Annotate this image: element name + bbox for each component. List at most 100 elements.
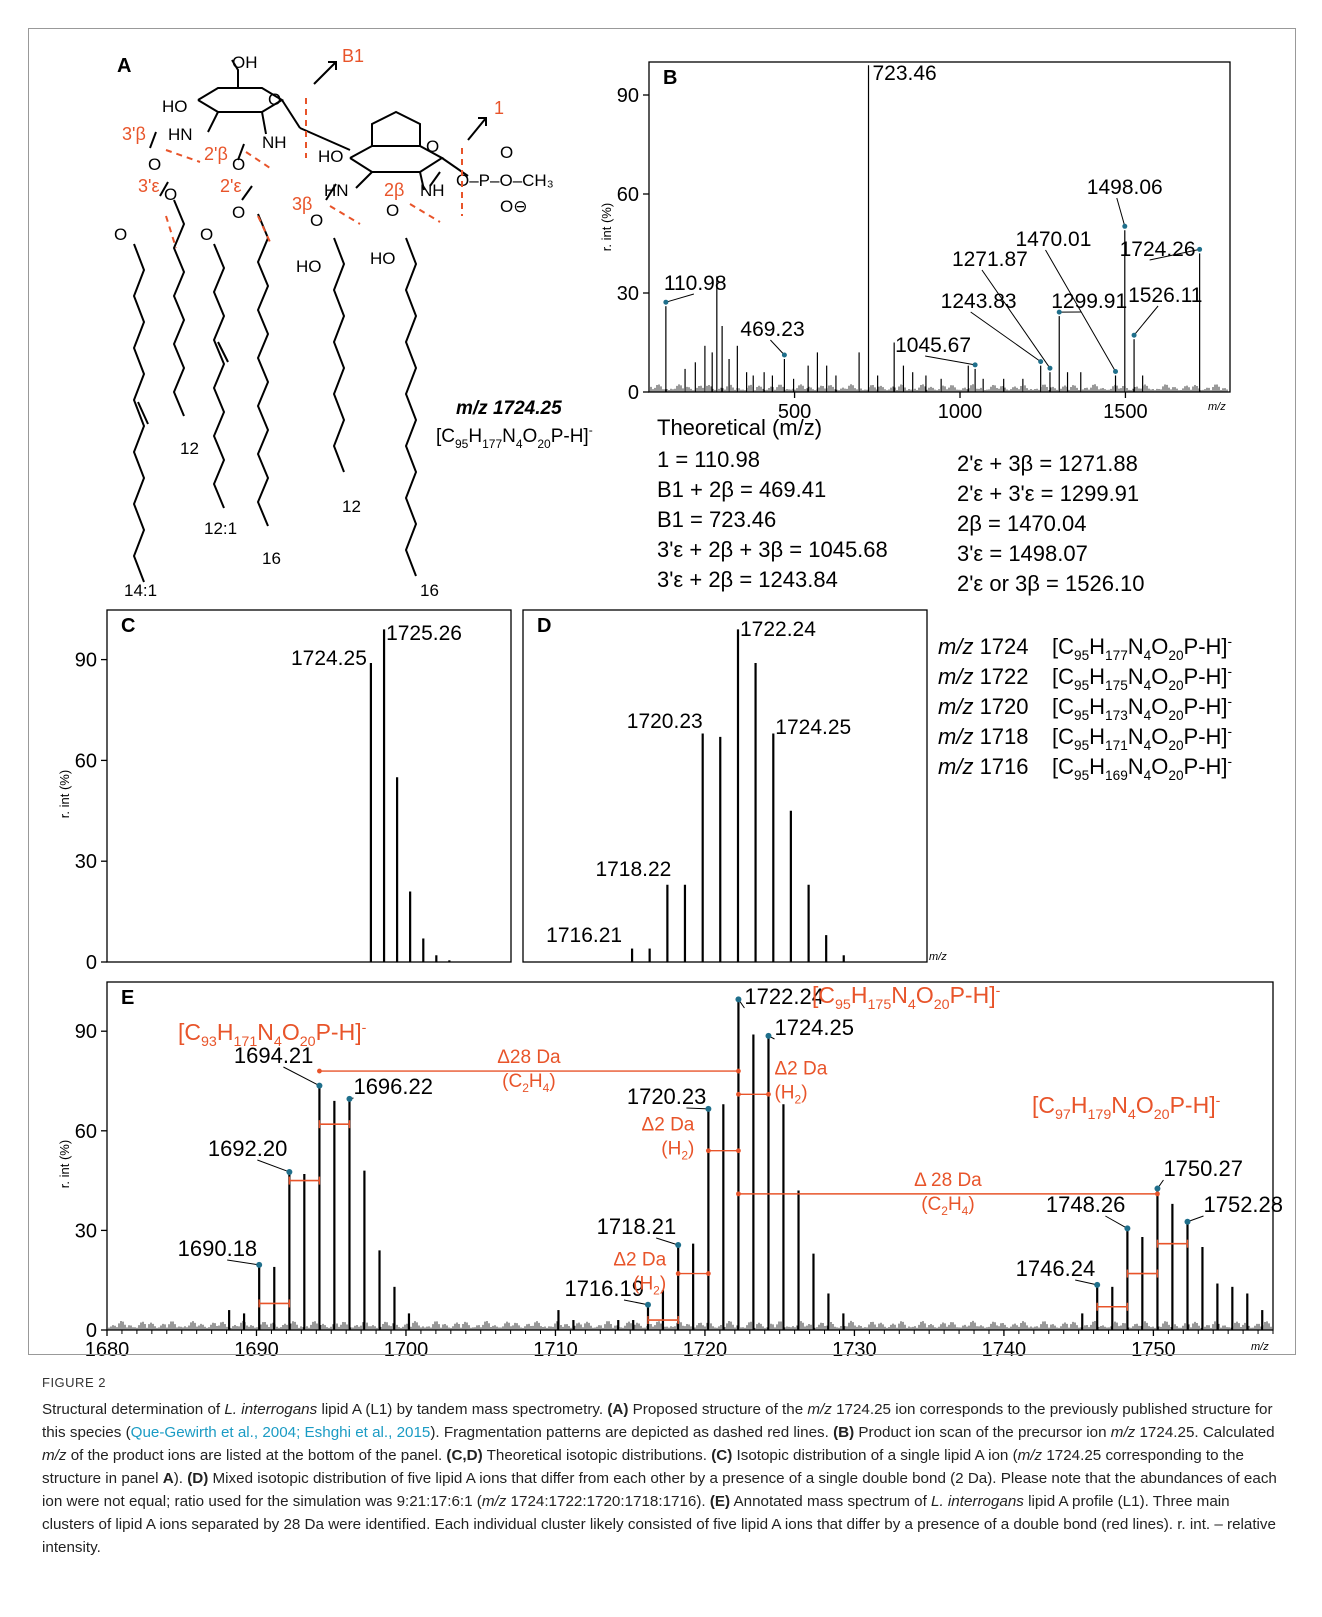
plot-frame-b bbox=[648, 61, 1231, 393]
panel-a-letter: A bbox=[117, 55, 131, 77]
delta-bracket-end bbox=[736, 1091, 741, 1097]
legend-formula: [C95H177N4O20P-H]- bbox=[1052, 634, 1232, 663]
x-axis-label: m/z bbox=[1251, 1341, 1269, 1353]
chain-16a bbox=[256, 213, 270, 527]
bond-nh-right bbox=[419, 171, 425, 191]
caption-c-mz: m/z bbox=[1017, 1447, 1043, 1464]
arrow-b1 bbox=[313, 61, 337, 85]
arrow-1 bbox=[467, 117, 487, 141]
peak-annotation-label: 1720.23 bbox=[627, 710, 703, 733]
caption-tag-cd: (C,D) bbox=[446, 1447, 483, 1464]
peak-annotation-leader bbox=[283, 1066, 320, 1087]
chain-14-1 bbox=[132, 243, 146, 583]
peak-annotation-leader bbox=[1149, 248, 1200, 261]
x-axis-label: m/z bbox=[1208, 401, 1226, 413]
peak-annotation-leader bbox=[1133, 305, 1159, 336]
chain-label-16a: 16 bbox=[262, 549, 281, 568]
caption-c3: ). bbox=[173, 1470, 188, 1487]
caption-b-mz: m/z bbox=[1110, 1424, 1136, 1441]
carbonyl-o-4: O bbox=[200, 225, 213, 244]
panel-e-annotated-spectrum: 0 30 60 90 r. int (%) 1680 1690 1700 1710 1720 173… bbox=[57, 981, 1283, 1361]
theoretical-right-item: 2'ε + 3β = 1271.88 bbox=[957, 451, 1138, 476]
delta-bracket-sublabel: (H2) bbox=[661, 1139, 694, 1163]
caption-species-2: L. interrogans bbox=[931, 1493, 1024, 1510]
peak-annotation-dot bbox=[256, 1261, 263, 1268]
peak-annotation-dot bbox=[781, 352, 787, 358]
y-tick-label: 30 bbox=[75, 1220, 97, 1242]
sugar-ring-right bbox=[349, 110, 469, 191]
y-tick-label: 30 bbox=[75, 851, 97, 873]
panel-d-isotope-mixed: m/z D 1716.21 1718.22 1720.23 1722.24 1724.25 m… bbox=[522, 609, 1232, 963]
peak-annotation-dot bbox=[1197, 246, 1203, 252]
legend-mz-prefix: m/z 1724 bbox=[938, 634, 1029, 659]
bond-glyco bbox=[281, 99, 301, 129]
phosphate-o-top: O bbox=[500, 143, 513, 162]
ho-label-2: HO bbox=[318, 147, 344, 166]
peak-annotation-leader bbox=[1116, 197, 1126, 227]
phosphate-o-minus: O⊖ bbox=[500, 197, 527, 216]
x-tick-label: 1700 bbox=[384, 1339, 429, 1361]
cleavage-2pbeta bbox=[245, 151, 271, 169]
ho-label-3: HO bbox=[296, 257, 322, 276]
delta-bracket-end bbox=[317, 1068, 322, 1074]
peak-annotation-label: 1498.06 bbox=[1087, 176, 1163, 199]
peak-annotation-label: 723.46 bbox=[873, 62, 937, 85]
cleavage-label-2beta: 2β bbox=[384, 180, 404, 200]
caption-tag-a: (A) bbox=[607, 1401, 629, 1418]
cleavage-2peps bbox=[257, 215, 271, 243]
bond-hn-right bbox=[355, 171, 373, 189]
caption-d-mz: m/z bbox=[481, 1493, 507, 1510]
peak-annotation-label: 1722.24 bbox=[740, 618, 816, 641]
theoretical-right-item: 2β = 1470.04 bbox=[957, 511, 1087, 536]
cleavage-label-2pbeta: 2'β bbox=[204, 144, 228, 164]
caption-tag-d: (D) bbox=[187, 1470, 209, 1487]
ring-o-right: O bbox=[426, 137, 439, 156]
peak-annotation-label: 1725.26 bbox=[386, 622, 462, 645]
hn-label-1: HN bbox=[168, 125, 193, 144]
y-tick-label: 90 bbox=[75, 650, 97, 672]
peak-annotation-dot bbox=[1113, 369, 1119, 374]
peak-annotation-label: 1722.24 bbox=[744, 984, 824, 1009]
peak-annotation-dot bbox=[1094, 1281, 1101, 1288]
peak-annotation-label: 1718.21 bbox=[597, 1214, 677, 1239]
peak-annotation-dot bbox=[1038, 359, 1044, 365]
precursor-mz: m/z 1724.25 bbox=[456, 398, 562, 419]
y-axis-label: r. int (%) bbox=[599, 203, 614, 251]
legend-formula: [C95H173N4O20P-H]- bbox=[1052, 694, 1232, 723]
arrow-2pbeta bbox=[237, 143, 245, 161]
delta-bracket-label: Δ28 Da bbox=[497, 1047, 561, 1068]
peak-annotation-label: 1526.11 bbox=[1128, 284, 1202, 307]
noise-baseline bbox=[648, 384, 1228, 392]
panel-letter: E bbox=[121, 987, 134, 1009]
x-tick-label: 1720 bbox=[683, 1339, 728, 1361]
x-tick-label: 1730 bbox=[832, 1339, 877, 1361]
peak-annotation-dot bbox=[1124, 1225, 1131, 1232]
panel-letter: D bbox=[537, 615, 551, 637]
peak-annotation-dot bbox=[1184, 1218, 1191, 1225]
cluster-label-c95: [C95H175N4O20P-H]- bbox=[812, 982, 1001, 1013]
y-tick-label: 60 bbox=[75, 750, 97, 772]
cleavage-label-2peps: 2'ε bbox=[220, 176, 241, 196]
delta-bracket-sublabel: (H2) bbox=[774, 1082, 807, 1106]
cleavage-label-3beta: 3β bbox=[292, 194, 312, 214]
caption-b2: 1724.25. Calculated bbox=[1135, 1424, 1275, 1441]
peak-annotation-label: 1694.21 bbox=[234, 1043, 314, 1068]
caption-a3: ). Fragmentation patterns are depicted a… bbox=[430, 1424, 834, 1441]
chain-length-labels: 14:1 12 12:1 16 12 16 bbox=[124, 439, 439, 600]
peak-annotation-label: 1724.26 bbox=[1120, 238, 1196, 261]
delta-bracket-label: Δ 28 Da bbox=[914, 1170, 982, 1191]
nh-label-2: NH bbox=[420, 181, 445, 200]
peak-annotation-leader bbox=[623, 1299, 649, 1306]
peak-annotation-leader bbox=[656, 1237, 679, 1246]
carbonyl-o-1: O bbox=[148, 155, 161, 174]
y-tick-label: 0 bbox=[86, 1320, 97, 1342]
arrow-2peps bbox=[241, 185, 253, 201]
y-tick-label: 90 bbox=[75, 1021, 97, 1043]
legend-formula: [C95H171N4O20P-H]- bbox=[1052, 724, 1232, 753]
caption-b1: Product ion scan of the precursor ion bbox=[854, 1424, 1111, 1441]
caption-citation-link[interactable]: Que-Gewirth et al., 2004; Eshghi et al.,… bbox=[130, 1424, 431, 1441]
delta-bracket-end bbox=[736, 1191, 741, 1197]
x-tick-label: 1690 bbox=[234, 1339, 279, 1361]
peak-annotation-dot bbox=[972, 362, 978, 368]
caption-cd: Theoretical isotopic distributions. bbox=[482, 1447, 712, 1464]
